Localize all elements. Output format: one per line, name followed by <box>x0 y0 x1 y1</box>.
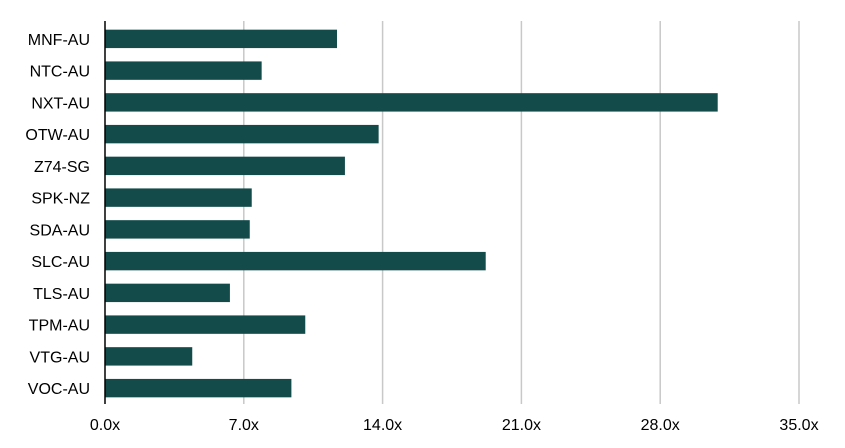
gridlines <box>243 21 800 404</box>
x-tick-label: 28.0x <box>641 417 680 434</box>
bar-otw-au <box>105 124 379 144</box>
category-label: SLC-AU <box>31 254 90 271</box>
category-label: VTG-AU <box>30 349 90 366</box>
bar-mnf-au <box>105 29 337 49</box>
category-label: SDA-AU <box>30 222 90 239</box>
category-label: Z74-SG <box>34 159 90 176</box>
x-tick-label: 21.0x <box>502 417 541 434</box>
bar-nxt-au <box>105 93 718 112</box>
x-tick-label: 14.0x <box>363 417 402 434</box>
category-label: OTW-AU <box>25 127 90 144</box>
bar-tls-au <box>105 283 230 303</box>
x-tick-label: 35.0x <box>779 417 818 434</box>
bar-sda-au <box>105 220 250 239</box>
bar-ntc-au <box>105 61 262 80</box>
category-label: TPM-AU <box>29 318 90 335</box>
bar-slc-au <box>105 251 486 271</box>
bar-tpm-au <box>105 315 306 334</box>
bar-z74-sg <box>105 156 345 176</box>
category-label: NXT-AU <box>31 95 90 112</box>
category-labels: MNF-AU NTC-AU NXT-AU OTW-AU Z74-SG SPK-NZ SDA-… <box>25 32 90 398</box>
bars <box>105 29 718 398</box>
category-label: MNF-AU <box>28 32 90 49</box>
x-tick-label: 7.0x <box>229 417 259 434</box>
category-label: NTC-AU <box>30 64 90 81</box>
category-label: TLS-AU <box>33 286 90 303</box>
bar-spk-nz <box>105 188 252 207</box>
x-tick-label: 0.0x <box>90 417 120 434</box>
x-tick-labels: 0.0x 7.0x 14.0x 21.0x 28.0x 35.0x <box>90 417 819 434</box>
bar-voc-au <box>105 378 292 398</box>
bar-vtg-au <box>105 347 193 366</box>
category-label: SPK-NZ <box>31 191 90 208</box>
category-label: VOC-AU <box>28 381 90 398</box>
